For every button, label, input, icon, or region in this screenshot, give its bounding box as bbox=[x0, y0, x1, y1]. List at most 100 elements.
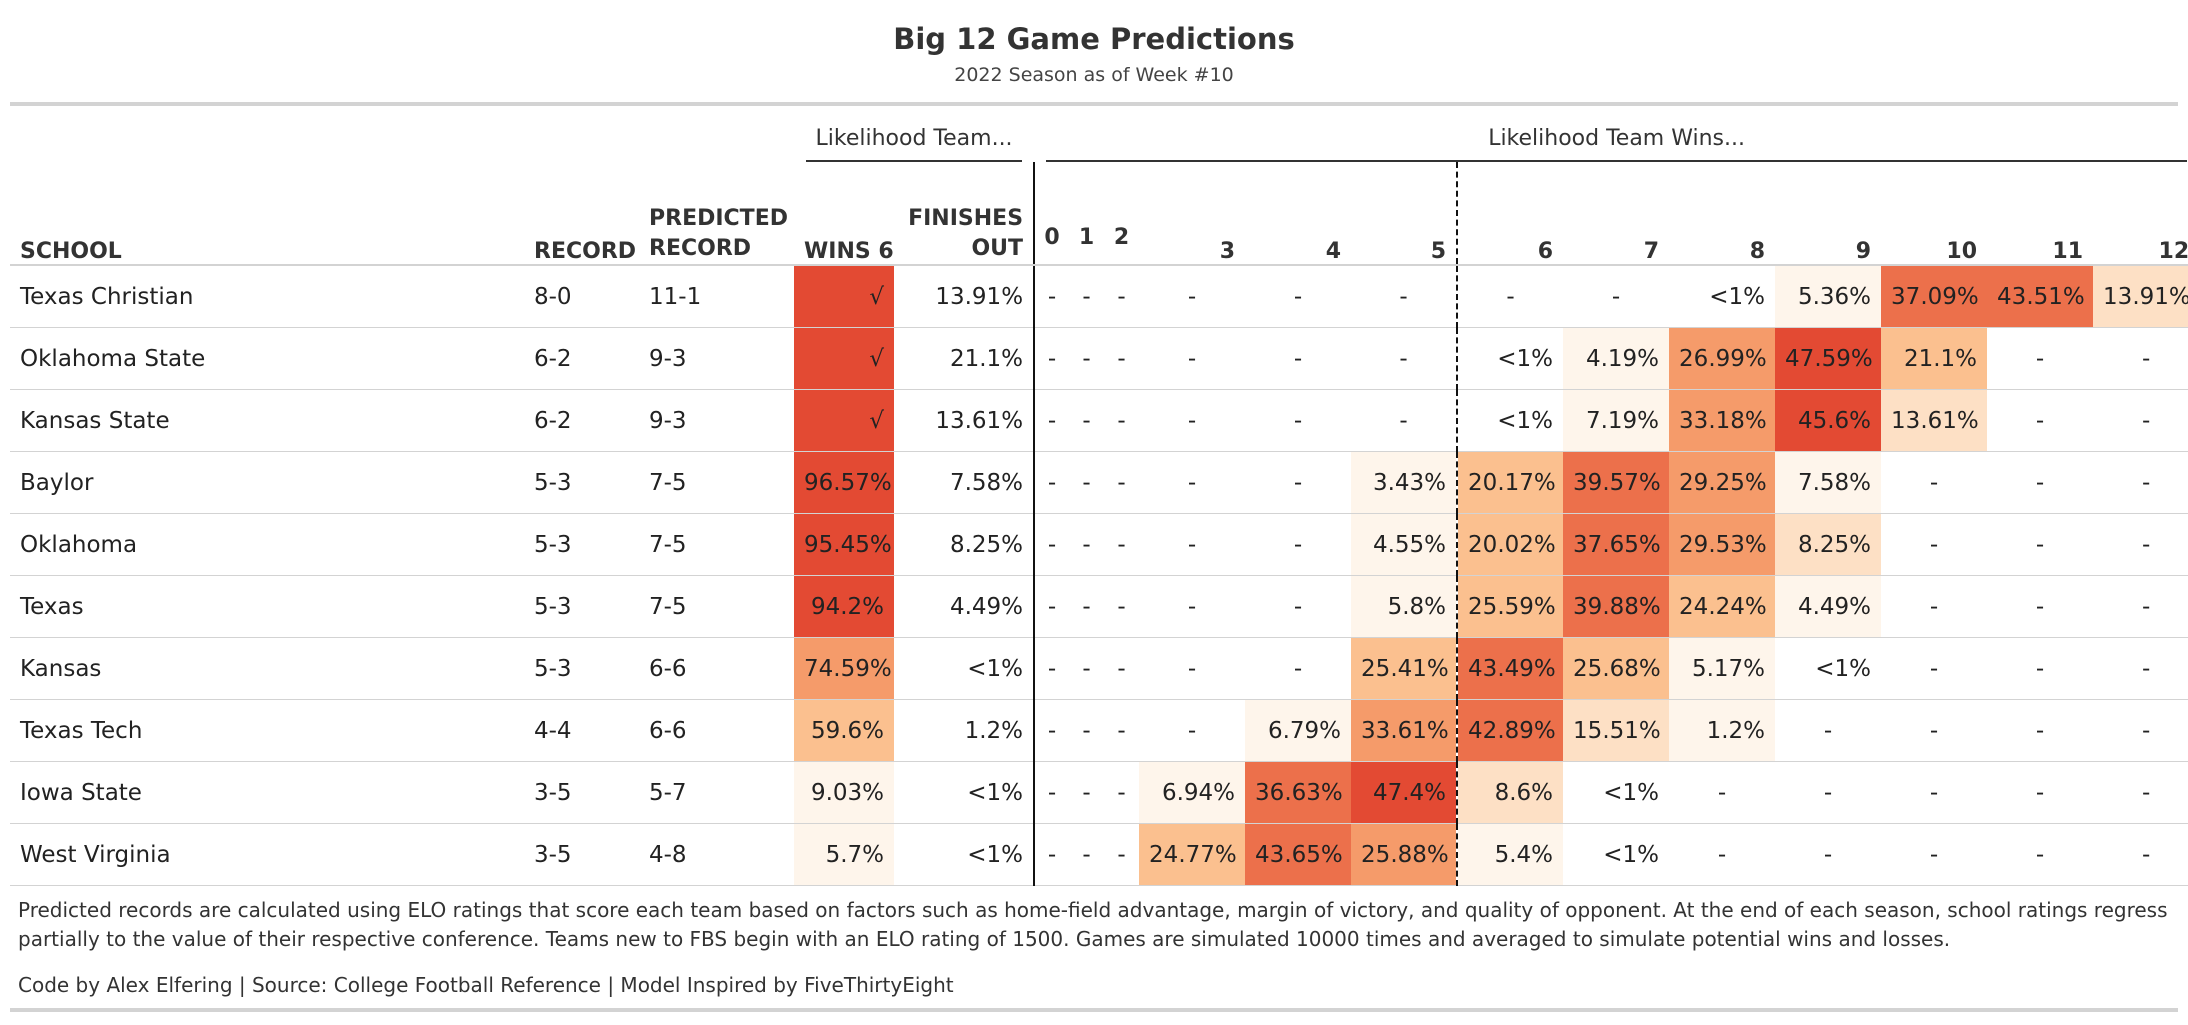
wins-4-cell: - bbox=[1245, 637, 1352, 700]
wins-2-cell: - bbox=[1104, 389, 1140, 452]
wins-1-cell: - bbox=[1069, 823, 1105, 886]
wins-8-cell: 29.25% bbox=[1669, 451, 1776, 514]
wins-9-cell: - bbox=[1775, 699, 1882, 762]
predicted-record-cell: 9-3 bbox=[639, 389, 795, 452]
predicted-record-cell: 5-7 bbox=[639, 761, 795, 824]
col-header-wins-9: 9 bbox=[1775, 162, 1882, 266]
wins6-cell: 9.03% bbox=[794, 761, 895, 824]
wins-8-cell: 5.17% bbox=[1669, 637, 1776, 700]
table-row: Iowa State 3-5 5-7 9.03% <1% - - -6.94% 36.63% 47… bbox=[10, 761, 2188, 824]
wins-4-cell: 36.63% bbox=[1245, 761, 1352, 824]
col-header-wins-1: 1 bbox=[1069, 162, 1105, 266]
col-header-wins-10: 10 bbox=[1881, 162, 1988, 266]
wins-4-cell: - bbox=[1245, 265, 1352, 328]
record-cell: 5-3 bbox=[524, 575, 639, 638]
school-cell: West Virginia bbox=[10, 823, 524, 886]
wins-6-cell: 25.59% bbox=[1456, 575, 1564, 638]
wins-8-cell: 24.24% bbox=[1669, 575, 1776, 638]
wins-12-cell: - bbox=[2093, 761, 2188, 824]
record-cell: 4-4 bbox=[524, 699, 639, 762]
col-header-predicted-record: PREDICTED RECORD bbox=[639, 162, 795, 266]
wins-9-cell: <1% bbox=[1775, 637, 1882, 700]
wins-6-cell: 20.02% bbox=[1456, 513, 1564, 576]
wins6-cell: 94.2% bbox=[794, 575, 895, 638]
wins-9-cell: - bbox=[1775, 761, 1882, 824]
wins-1-cell: - bbox=[1069, 575, 1105, 638]
wins-4-cell: 43.65% bbox=[1245, 823, 1352, 886]
wins-8-cell: 26.99% bbox=[1669, 327, 1776, 390]
wins6-cell: 95.45% bbox=[794, 513, 895, 576]
wins-9-cell: 45.6% bbox=[1775, 389, 1882, 452]
table-row: Oklahoma 5-3 7-5 95.45% 8.25% - - - - -4.55% 20.02… bbox=[10, 513, 2188, 576]
col-header-wins-3: 3 bbox=[1139, 162, 1246, 266]
record-cell: 3-5 bbox=[524, 823, 639, 886]
wins-0-cell: - bbox=[1033, 823, 1070, 886]
wins-7-cell: 37.65% bbox=[1563, 513, 1670, 576]
wins-4-cell: - bbox=[1245, 327, 1352, 390]
wins-10-cell: - bbox=[1881, 575, 1988, 638]
wins-11-cell: - bbox=[1987, 451, 2094, 514]
wins-3-cell: 24.77% bbox=[1139, 823, 1246, 886]
wins-6-cell: - bbox=[1456, 265, 1564, 328]
wins-11-cell: - bbox=[1987, 637, 2094, 700]
wins-1-cell: - bbox=[1069, 389, 1105, 452]
predicted-record-cell: 7-5 bbox=[639, 513, 795, 576]
wins-12-cell: - bbox=[2093, 699, 2188, 762]
top-divider bbox=[10, 102, 2178, 106]
wins-7-cell: - bbox=[1563, 265, 1670, 328]
wins-6-cell: <1% bbox=[1456, 389, 1564, 452]
wins-1-cell: - bbox=[1069, 451, 1105, 514]
predicted-record-cell: 9-3 bbox=[639, 327, 795, 390]
predicted-record-cell: 7-5 bbox=[639, 575, 795, 638]
table-body: Texas Christian 8-0 11-1 √ 13.91% - - - - - - - - <1%… bbox=[10, 265, 2188, 886]
wins-5-cell: - bbox=[1351, 265, 1458, 328]
wins-7-cell: <1% bbox=[1563, 761, 1670, 824]
wins-0-cell: - bbox=[1033, 451, 1070, 514]
wins-8-cell: 29.53% bbox=[1669, 513, 1776, 576]
wins-11-cell: - bbox=[1987, 389, 2094, 452]
wins-10-cell: - bbox=[1881, 761, 1988, 824]
wins-1-cell: - bbox=[1069, 637, 1105, 700]
wins-3-cell: - bbox=[1139, 575, 1246, 638]
school-cell: Baylor bbox=[10, 451, 524, 514]
wins-2-cell: - bbox=[1104, 761, 1140, 824]
wins-2-cell: - bbox=[1104, 575, 1140, 638]
bottom-divider bbox=[10, 1008, 2178, 1012]
wins-12-cell: 13.91% bbox=[2093, 265, 2188, 328]
wins-3-cell: - bbox=[1139, 327, 1246, 390]
wins-1-cell: - bbox=[1069, 761, 1105, 824]
table-row: Baylor 5-3 7-5 96.57% 7.58% - - - - -3.43% 20.17% 3… bbox=[10, 451, 2188, 514]
wins-7-cell: 25.68% bbox=[1563, 637, 1670, 700]
col-header-finishes-line1: FINISHES bbox=[908, 206, 1024, 231]
wins-7-cell: <1% bbox=[1563, 823, 1670, 886]
wins-5-cell: 3.43% bbox=[1351, 451, 1458, 514]
wins-3-cell: - bbox=[1139, 699, 1246, 762]
col-header-wins-12: 12 bbox=[2093, 162, 2188, 266]
wins-10-cell: - bbox=[1881, 637, 1988, 700]
wins-11-cell: - bbox=[1987, 327, 2094, 390]
col-header-wins-2: 2 bbox=[1104, 162, 1140, 266]
predicted-record-cell: 7-5 bbox=[639, 451, 795, 514]
wins-7-cell: 39.57% bbox=[1563, 451, 1670, 514]
wins-0-cell: - bbox=[1033, 265, 1070, 328]
school-cell: Texas Christian bbox=[10, 265, 524, 328]
wins-6-cell: <1% bbox=[1456, 327, 1564, 390]
wins-10-cell: - bbox=[1881, 513, 1988, 576]
finishes-out-cell: 4.49% bbox=[894, 575, 1035, 638]
wins-12-cell: - bbox=[2093, 637, 2188, 700]
wins6-cell: √ bbox=[794, 389, 895, 452]
school-cell: Oklahoma bbox=[10, 513, 524, 576]
wins-6-cell: 42.89% bbox=[1456, 699, 1564, 762]
wins-0-cell: - bbox=[1033, 327, 1070, 390]
wins6-cell: 74.59% bbox=[794, 637, 895, 700]
finishes-out-cell: 13.91% bbox=[894, 265, 1035, 328]
school-cell: Kansas State bbox=[10, 389, 524, 452]
table-row: West Virginia 3-5 4-8 5.7% <1% - - -24.77% 43.65… bbox=[10, 823, 2188, 886]
school-cell: Texas Tech bbox=[10, 699, 524, 762]
wins-7-cell: 7.19% bbox=[1563, 389, 1670, 452]
record-cell: 3-5 bbox=[524, 761, 639, 824]
col-header-wins-5: 5 bbox=[1351, 162, 1458, 266]
wins-0-cell: - bbox=[1033, 513, 1070, 576]
wins-8-cell: <1% bbox=[1669, 265, 1776, 328]
wins-10-cell: - bbox=[1881, 823, 1988, 886]
